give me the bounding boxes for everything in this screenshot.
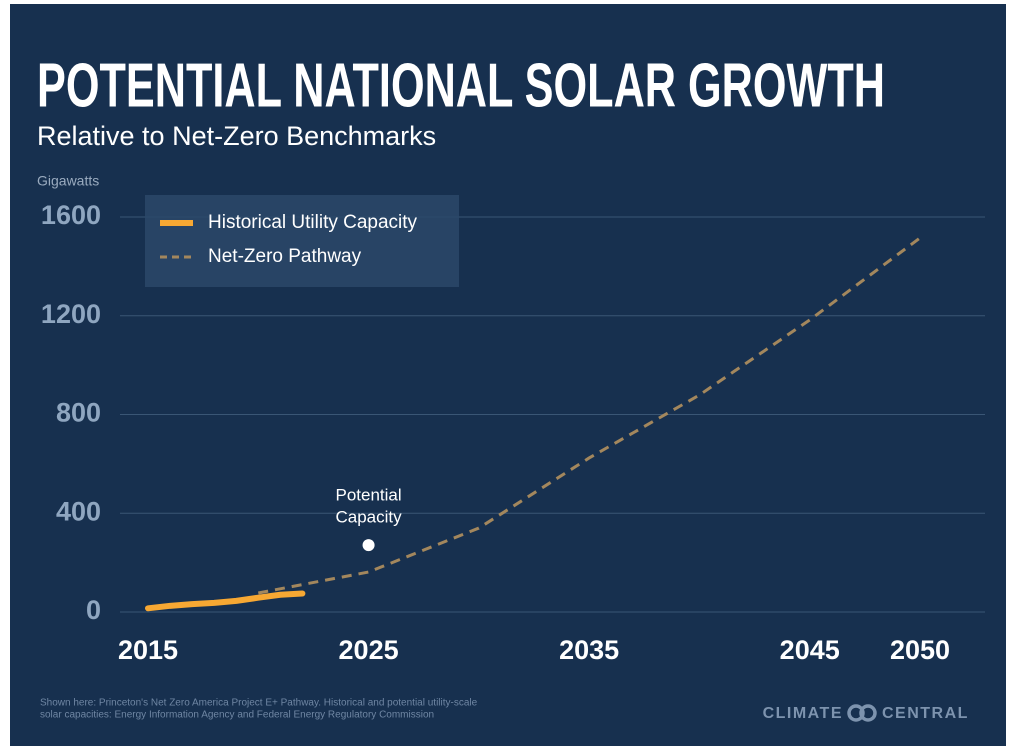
y-axis-label: Gigawatts [37, 173, 99, 189]
y-tick-label: 0 [86, 595, 101, 625]
x-tick-label: 2035 [559, 635, 619, 665]
series-line [258, 236, 921, 595]
annotation-point [362, 539, 375, 552]
source-note: Shown here: Princeton's Net Zero America… [40, 698, 478, 709]
y-tick-label: 1600 [41, 200, 101, 230]
y-tick-label: 1200 [41, 299, 101, 329]
legend-label: Net-Zero Pathway [208, 246, 362, 267]
legend-box [145, 195, 459, 287]
x-tick-label: 2050 [890, 635, 950, 665]
plot: 0 400 800 1200 1600 2015 2025 2035 2045 2050 Poten… [41, 200, 985, 665]
chart-title: POTENTIAL NATIONAL SOLAR GROWTH [37, 51, 885, 120]
annotation-label: Potential [335, 485, 401, 504]
x-tick-label: 2015 [118, 635, 178, 665]
legend-label: Historical Utility Capacity [208, 212, 418, 233]
y-tick-label: 400 [56, 496, 101, 526]
annotation-label: Capacity [336, 507, 403, 526]
source-note: solar capacities: Energy Information Age… [40, 710, 434, 721]
x-tick-label: 2045 [780, 635, 840, 665]
brand-icon [847, 704, 877, 722]
brand-text: CENTRAL [882, 705, 969, 722]
x-tick-label: 2025 [339, 635, 399, 665]
y-tick-label: 800 [56, 398, 101, 428]
background [10, 4, 1006, 746]
chart-subtitle: Relative to Net-Zero Benchmarks [37, 121, 436, 151]
brand-text: CLIMATE [763, 705, 843, 722]
series-line [145, 590, 306, 612]
